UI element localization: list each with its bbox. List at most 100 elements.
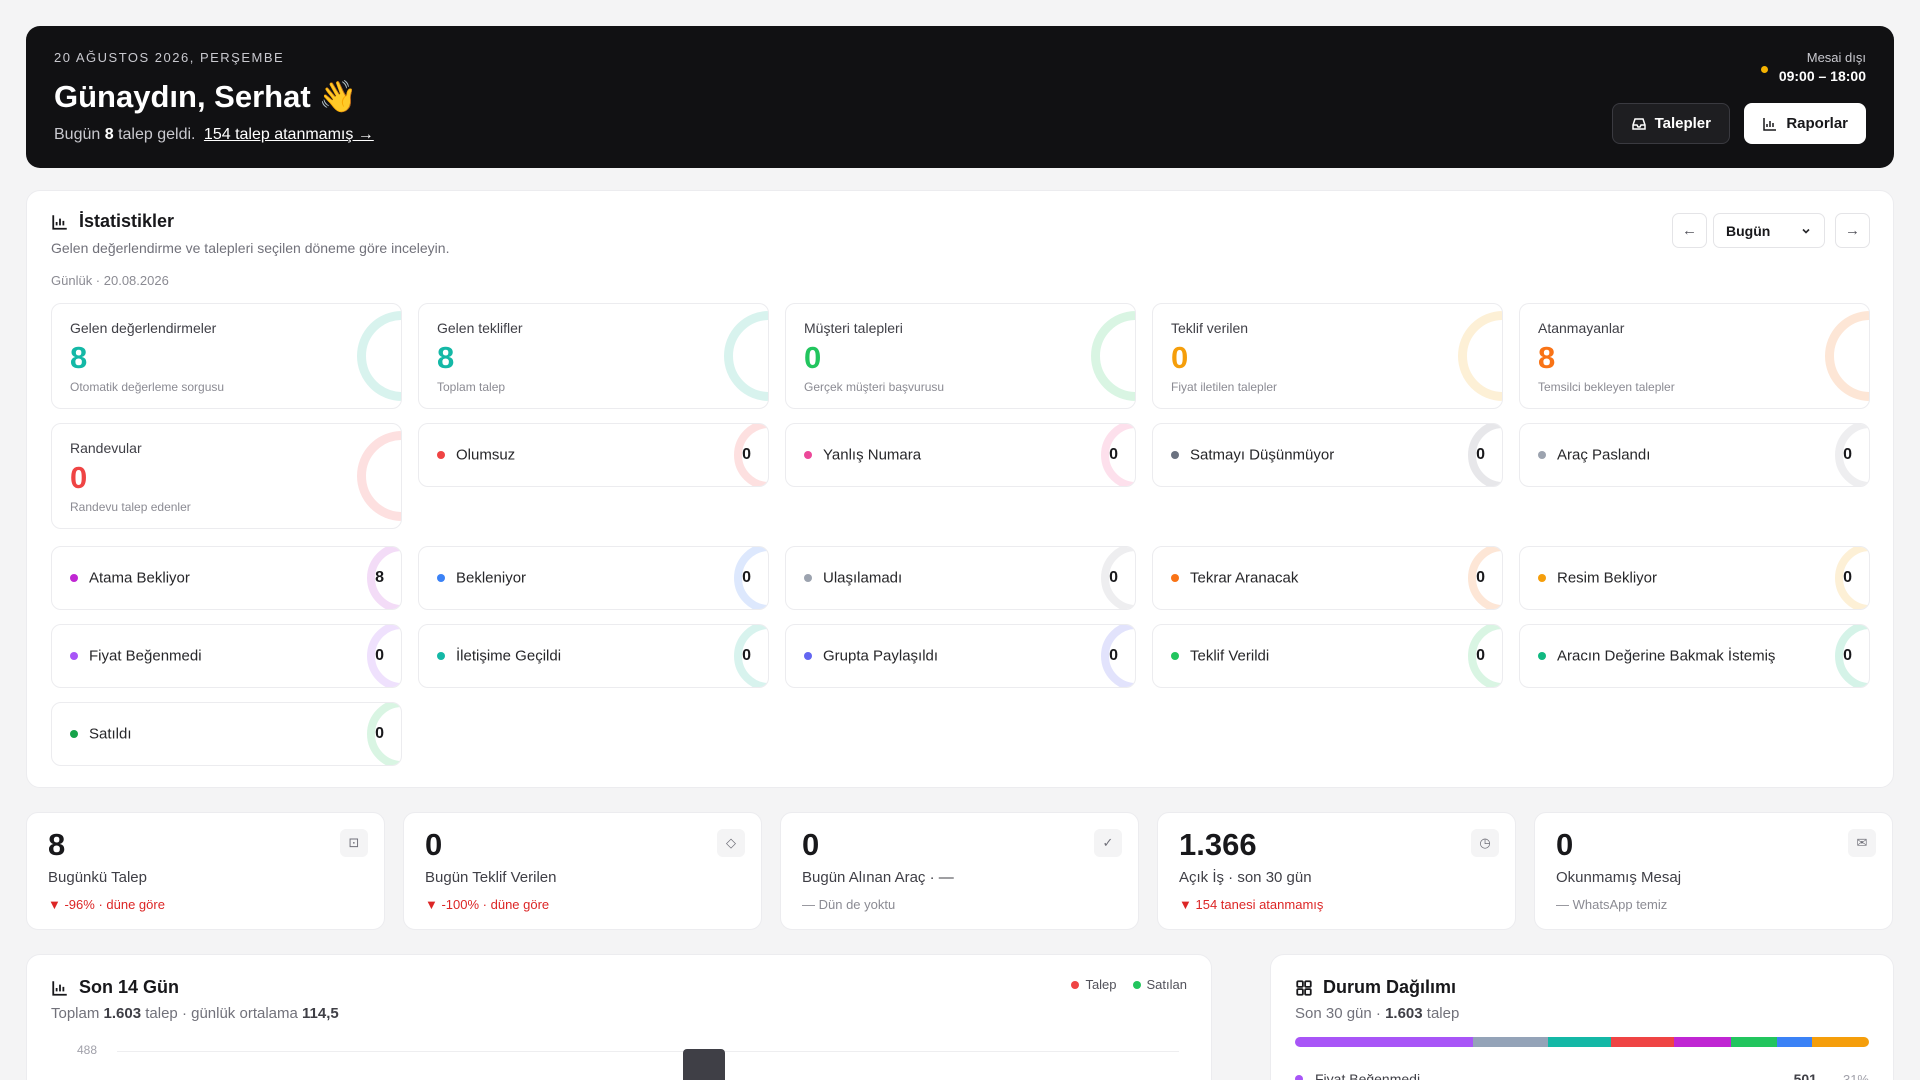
metric-card[interactable]: Gelen teklifler 8 Toplam talep — [418, 303, 769, 409]
requests-button[interactable]: Talepler — [1611, 103, 1730, 144]
kpi-label: Açık İş · son 30 gün — [1179, 869, 1312, 886]
status-count: 0 — [1109, 446, 1118, 463]
kpi-label: Bugün Teklif Verilen — [425, 869, 557, 886]
status-row[interactable]: Araç Paslandı 0 — [1519, 423, 1870, 487]
status-count: 0 — [375, 647, 384, 664]
working-hours-status: Mesai dışı 09:00 – 18:00 — [1760, 50, 1866, 84]
metric-value: 8 — [1538, 340, 1556, 375]
kpi-trend: ▼ -96% · düne göre — [48, 897, 165, 912]
kpi-card[interactable]: 1.366 Açık İş · son 30 gün ▼ 154 tanesi … — [1157, 812, 1516, 930]
kpi-card[interactable]: 0 Okunmamış Mesaj — WhatsApp temiz ✉ — [1534, 812, 1893, 930]
status-label: Tekrar Aranacak — [1190, 569, 1299, 587]
status-dot-icon — [804, 451, 812, 459]
metric-label: Müşteri talepleri — [804, 320, 903, 336]
kpi-card[interactable]: 8 Bugünkü Talep ▼ -96% · düne göre ⊡ — [26, 812, 385, 930]
distribution-segment[interactable] — [1731, 1037, 1778, 1047]
summary-prefix: Toplam — [51, 1005, 100, 1022]
current-date: 20 AĞUSTOS 2026, PERŞEMBE — [54, 50, 285, 65]
status-row[interactable]: Satmayı Düşünmüyor 0 — [1152, 423, 1503, 487]
kpi-value: 1.366 — [1179, 827, 1257, 862]
kpi-value: 0 — [425, 827, 443, 862]
distribution-segment[interactable] — [1673, 1037, 1732, 1047]
distribution-segment[interactable] — [1777, 1037, 1812, 1047]
status-label: Yanlış Numara — [823, 446, 922, 464]
status-dot-icon — [1171, 652, 1179, 660]
legend-item-sold[interactable]: Satılan — [1132, 977, 1187, 992]
status-hours: 09:00 – 18:00 — [1778, 68, 1866, 84]
status-row[interactable]: Ulaşılamadı 0 — [785, 546, 1136, 610]
status-row[interactable]: Yanlış Numara 0 — [785, 423, 1136, 487]
unassigned-link[interactable]: 154 talep atanmamış → — [203, 126, 374, 143]
summary-prefix: Bugün — [54, 126, 101, 143]
status-label: Ulaşılamadı — [823, 569, 903, 587]
ring-decoration-icon — [1468, 424, 1502, 486]
kpi-value: 8 — [48, 827, 66, 862]
inbox-icon — [1631, 117, 1646, 130]
distribution-row[interactable]: Fiyat Beğenmedi 501 31% — [1295, 1071, 1869, 1080]
status-dot-icon — [1171, 574, 1179, 582]
ring-decoration-icon — [1458, 311, 1502, 401]
status-dot-icon — [437, 451, 445, 459]
next-period-button[interactable]: → — [1835, 213, 1870, 248]
distribution-segment[interactable] — [1811, 1037, 1869, 1047]
period-select[interactable]: Bugün — [1713, 213, 1825, 248]
legend-item-request[interactable]: Talep — [1071, 977, 1117, 992]
ring-decoration-icon — [734, 625, 768, 687]
summary-middle: talep geldi. — [118, 126, 196, 143]
status-row[interactable]: Fiyat Beğenmedi 0 — [51, 624, 402, 688]
last-14-days-title-text: Son 14 Gün — [79, 977, 180, 997]
statistics-description: Gelen değerlendirme ve talepleri seçilen… — [51, 240, 450, 256]
distribution-row-label: Fiyat Beğenmedi — [1315, 1071, 1421, 1080]
status-dot-icon — [1295, 1075, 1303, 1080]
status-row[interactable]: Satıldı 0 — [51, 702, 402, 766]
kpi-trend: — Dün de yoktu — [802, 897, 896, 912]
status-label: Atama Bekliyor — [89, 569, 190, 587]
status-row[interactable]: Olumsuz 0 — [418, 423, 769, 487]
status-row[interactable]: Bekleniyor 0 — [418, 546, 769, 610]
ring-decoration-icon — [724, 311, 768, 401]
metric-card[interactable]: Randevular 0 Randevu talep edenler — [51, 423, 402, 529]
metric-value: 0 — [1171, 340, 1189, 375]
status-row[interactable]: Tekrar Aranacak 0 — [1152, 546, 1503, 610]
status-count: 0 — [1109, 647, 1118, 664]
metric-card[interactable]: Müşteri talepleri 0 Gerçek müşteri başvu… — [785, 303, 1136, 409]
status-row[interactable]: Atama Bekliyor 8 — [51, 546, 402, 610]
status-row[interactable]: Teklif Verildi 0 — [1152, 624, 1503, 688]
distribution-segment[interactable] — [1295, 1037, 1473, 1047]
status-dot-icon — [70, 652, 78, 660]
last-14-days-title: Son 14 Gün — [51, 977, 179, 998]
metric-sub: Fiyat iletilen talepler — [1171, 380, 1278, 394]
chart-legend: Talep Satılan — [1071, 977, 1187, 992]
status-row[interactable]: İletişime Geçildi 0 — [418, 624, 769, 688]
statistics-period: Günlük · 20.08.2026 — [51, 273, 169, 288]
metric-card[interactable]: Teklif verilen 0 Fiyat iletilen talepler — [1152, 303, 1503, 409]
chart-bar[interactable] — [683, 1049, 725, 1080]
tag-icon: ◇ — [717, 829, 745, 857]
legend-dot-icon — [1071, 980, 1080, 989]
status-row[interactable]: Aracın Değerine Bakmak İstemiş 0 — [1519, 624, 1870, 688]
reports-button[interactable]: Raporlar — [1744, 103, 1866, 144]
ring-decoration-icon — [357, 431, 401, 521]
status-row[interactable]: Grupta Paylaşıldı 0 — [785, 624, 1136, 688]
status-count: 0 — [1109, 569, 1118, 586]
kpi-trend: — WhatsApp temiz — [1556, 897, 1668, 912]
inbox-icon: ⊡ — [340, 829, 368, 857]
status-label: Satmayı Düşünmüyor — [1190, 446, 1335, 464]
status-label: Satıldı — [89, 725, 132, 743]
distribution-segment[interactable] — [1472, 1037, 1548, 1047]
distribution-segment[interactable] — [1610, 1037, 1674, 1047]
metric-card[interactable]: Atanmayanlar 8 Temsilci bekleyen taleple… — [1519, 303, 1870, 409]
metric-sub: Otomatik değerleme sorgusu — [70, 380, 225, 394]
metric-card[interactable]: Gelen değerlendirmeler 8 Otomatik değerl… — [51, 303, 402, 409]
previous-period-button[interactable]: ← — [1672, 213, 1707, 248]
distribution-segment[interactable] — [1547, 1037, 1611, 1047]
distribution-row-percent: 31% — [1842, 1071, 1869, 1080]
status-row[interactable]: Resim Bekliyor 0 — [1519, 546, 1870, 610]
chart-gridline — [117, 1051, 1179, 1052]
check-icon: ✓ — [1094, 829, 1122, 857]
kpi-card[interactable]: 0 Bugün Teklif Verilen ▼ -100% · düne gö… — [403, 812, 762, 930]
status-label: Teklif Verildi — [1190, 647, 1270, 665]
kpi-card[interactable]: 0 Bugün Alınan Araç · — — Dün de yoktu ✓ — [780, 812, 1139, 930]
status-dot-icon — [804, 652, 812, 660]
summary-total: 1.603 — [1385, 1005, 1423, 1022]
